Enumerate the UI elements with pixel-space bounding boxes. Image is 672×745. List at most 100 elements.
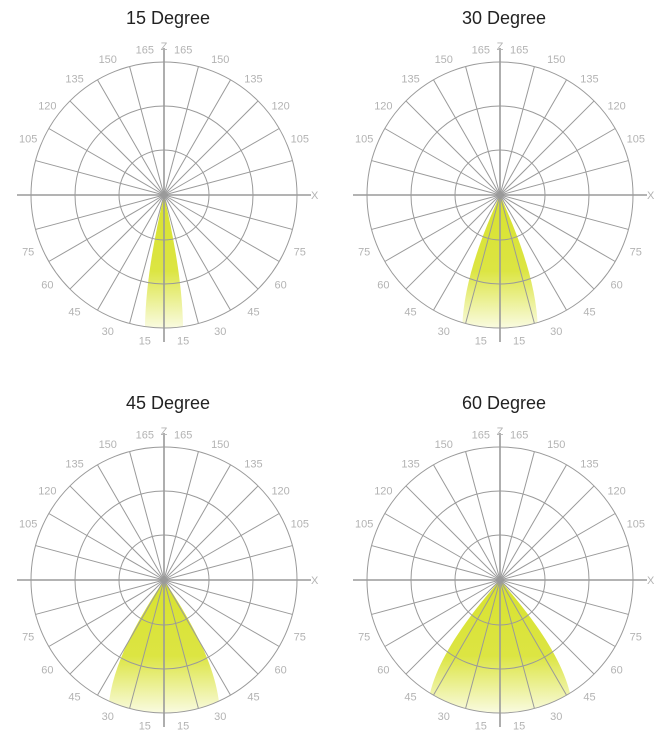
grid-spoke (163, 194, 280, 262)
angle-label: 105 (291, 519, 309, 531)
angle-label: 150 (547, 439, 565, 451)
angle-label: 15 (177, 336, 189, 348)
angle-label: 15 (139, 721, 151, 733)
angle-label: 30 (102, 711, 114, 723)
grid-spoke (499, 579, 535, 709)
angle-label: 60 (274, 664, 286, 676)
grid-spoke (35, 194, 165, 230)
angle-label: 45 (404, 692, 416, 704)
diagram-title: 30 Degree (461, 8, 547, 28)
angle-label: 135 (580, 73, 598, 85)
grid-spoke (499, 128, 616, 196)
grid-spoke (499, 100, 595, 196)
x-axis-label: X (647, 190, 655, 202)
grid-spoke (499, 485, 595, 581)
grid-spoke (405, 485, 501, 581)
angle-label: 165 (174, 44, 192, 56)
x-axis-label: X (311, 575, 319, 587)
polar-diagram-3: 45 Degree Z X 165 150 135 120 105 75 60 45 30 15 165… (0, 385, 336, 745)
grid-spoke (433, 579, 501, 696)
polar-diagram-1: 15 Degree Z X 165 150 135 120 105 75 60 45 30 15 165… (0, 0, 336, 360)
angle-label: 75 (630, 246, 642, 258)
grid-spoke (371, 194, 501, 230)
grid-spoke (499, 160, 629, 196)
grid-spoke (163, 79, 231, 196)
polar-plot: Z X 165 150 135 120 105 75 60 45 30 15 165 150 135 120 1… (353, 41, 655, 348)
grid-spoke (97, 464, 165, 581)
angle-label: 30 (550, 711, 562, 723)
angle-label: 75 (22, 631, 34, 643)
angle-label: 120 (607, 101, 625, 113)
angle-label: 120 (607, 486, 625, 498)
grid-spoke (499, 579, 629, 615)
grid-spoke (48, 513, 165, 581)
grid-spoke (163, 545, 293, 581)
angle-label: 30 (214, 711, 226, 723)
grid-spoke (163, 579, 293, 615)
angle-label: 75 (22, 246, 34, 258)
diagram-title: 15 Degree (125, 8, 211, 28)
angle-label: 105 (355, 519, 373, 531)
grid-spoke (163, 128, 280, 196)
grid-spoke (499, 194, 567, 311)
grid-spoke (433, 194, 501, 311)
grid-spoke (499, 579, 567, 696)
grid-spoke (69, 100, 165, 196)
grid-spoke (405, 194, 501, 290)
grid-spoke (163, 579, 259, 675)
angle-label: 15 (513, 721, 525, 733)
grid-spoke (499, 579, 595, 675)
z-axis-label: Z (497, 426, 504, 438)
angle-label: 15 (513, 336, 525, 348)
angle-label: 75 (358, 631, 370, 643)
grid-spoke (69, 194, 165, 290)
angle-label: 60 (377, 664, 389, 676)
grid-spoke (384, 128, 501, 196)
grid-spoke (499, 451, 535, 581)
grid-spoke (163, 194, 259, 290)
grid-spoke (433, 79, 501, 196)
grid-spoke (163, 194, 199, 324)
angle-label: 15 (177, 721, 189, 733)
angle-label: 150 (99, 439, 117, 451)
angle-label: 45 (583, 692, 595, 704)
grid-spoke (371, 579, 501, 615)
angle-label: 30 (438, 711, 450, 723)
grid-spoke (499, 194, 595, 290)
angle-label: 135 (244, 73, 262, 85)
grid-spoke (499, 194, 616, 262)
angle-label: 75 (294, 246, 306, 258)
angle-label: 60 (610, 279, 622, 291)
angle-label: 135 (244, 458, 262, 470)
grid-spoke (465, 451, 501, 581)
angle-label: 165 (510, 44, 528, 56)
angle-label: 150 (435, 54, 453, 66)
grid-spoke (163, 451, 199, 581)
angle-label: 150 (547, 54, 565, 66)
grid-spoke (163, 579, 280, 647)
angle-label: 165 (472, 44, 490, 56)
grid-spoke (499, 194, 629, 230)
grid-spoke (35, 545, 165, 581)
grid-spoke (384, 194, 501, 262)
grid-spoke (384, 579, 501, 647)
grid-spoke (97, 194, 165, 311)
x-axis-label: X (647, 575, 655, 587)
grid-spoke (384, 513, 501, 581)
angle-label: 45 (404, 307, 416, 319)
angle-label: 150 (211, 54, 229, 66)
grid-spoke (371, 545, 501, 581)
angle-label: 135 (580, 458, 598, 470)
grid-spoke (163, 194, 293, 230)
grid-spoke (163, 160, 293, 196)
angle-label: 135 (401, 73, 419, 85)
angle-label: 75 (358, 246, 370, 258)
angle-label: 30 (214, 326, 226, 338)
angle-label: 60 (41, 664, 53, 676)
angle-label: 165 (510, 429, 528, 441)
grid-spoke (499, 513, 616, 581)
grid-spoke (163, 464, 231, 581)
diagram-title: 60 Degree (461, 393, 547, 413)
grid-spoke (163, 485, 259, 581)
angle-label: 165 (136, 429, 154, 441)
